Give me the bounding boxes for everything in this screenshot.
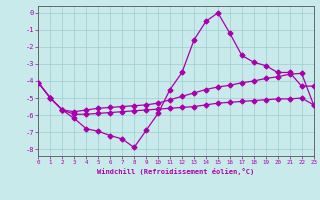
X-axis label: Windchill (Refroidissement éolien,°C): Windchill (Refroidissement éolien,°C) <box>97 168 255 175</box>
